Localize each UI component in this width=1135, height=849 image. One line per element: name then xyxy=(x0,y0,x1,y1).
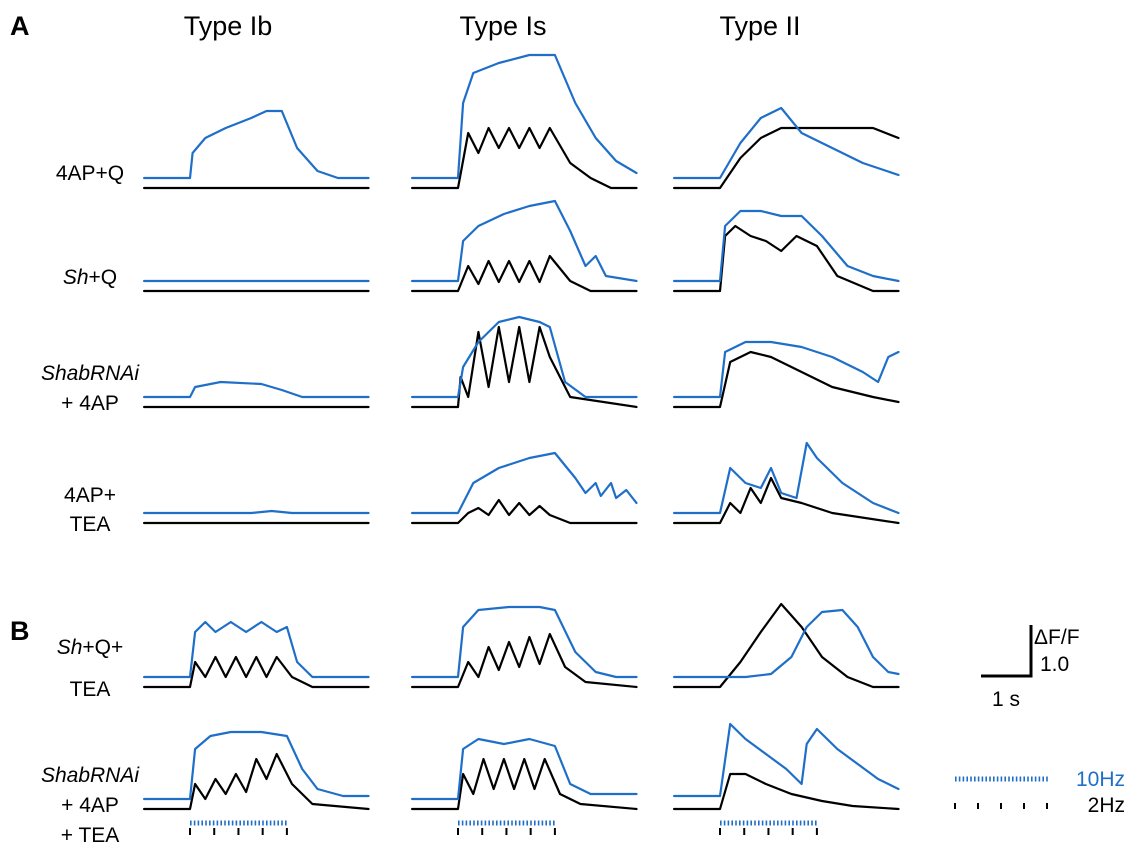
legend: 10Hz 2Hz xyxy=(954,768,1125,817)
row-label-segment: TEA xyxy=(70,513,111,536)
row-label: 4AP+Q xyxy=(56,162,124,185)
trace-10hz-r0-c0 xyxy=(143,109,370,180)
trace-2hz-r2-c1 xyxy=(411,325,638,409)
row-label-segment: +Q+ xyxy=(82,636,123,659)
column-header: Type Is xyxy=(459,11,546,41)
trace-2hz-r0-c1 xyxy=(411,126,638,190)
row-label-segment: TEA xyxy=(70,678,111,701)
column-header: Type II xyxy=(719,11,800,41)
row-label: Sh+Q xyxy=(63,266,117,289)
row-label-segment: +Q xyxy=(89,266,118,289)
trace-2hz-r4-c0 xyxy=(143,655,370,689)
trace-2hz-r0-c2 xyxy=(673,126,900,190)
row-label-segment: ShabRNAi xyxy=(41,764,140,787)
trace-10hz-r3-c0 xyxy=(143,509,370,515)
trace-2hz-r2-c2 xyxy=(673,350,900,409)
legend-label: 10Hz xyxy=(1076,768,1125,791)
trace-10hz-r3-c1 xyxy=(411,451,638,515)
row-label-segment: 4AP+Q xyxy=(56,162,124,185)
row-label: + 4AP xyxy=(61,392,119,415)
trace-10hz-r1-c2 xyxy=(673,209,900,283)
trace-10hz-r0-c1 xyxy=(411,53,638,180)
trace-10hz-r2-c0 xyxy=(143,380,370,399)
panel-letter: A xyxy=(10,11,30,41)
trace-10hz-r5-c0 xyxy=(143,730,370,801)
trace-10hz-r4-c0 xyxy=(143,620,370,679)
row-label: TEA xyxy=(70,678,111,701)
trace-10hz-r0-c2 xyxy=(673,106,900,180)
legend-label: 2Hz xyxy=(1088,794,1125,817)
row-label-segment: ShabRNAi xyxy=(41,362,140,385)
scale-bar-lines xyxy=(981,625,1033,678)
trace-10hz-r1-c1 xyxy=(411,199,638,283)
row-label-segment: 4AP+ xyxy=(64,484,116,507)
column-header: Type Ib xyxy=(184,11,273,41)
trace-10hz-r4-c2 xyxy=(673,608,900,679)
row-label-segment: + TEA xyxy=(61,824,120,847)
trace-2hz-r3-c2 xyxy=(673,476,900,525)
row-label: Sh+Q+ xyxy=(57,636,124,659)
row-label-segment: + 4AP xyxy=(61,794,119,817)
trace-10hz-r4-c1 xyxy=(411,605,638,679)
panel-letter: B xyxy=(10,616,30,646)
row-label: ShabRNAi xyxy=(41,764,140,787)
trace-2hz-r3-c1 xyxy=(411,498,638,525)
trace-2hz-r4-c1 xyxy=(411,632,638,689)
trace-10hz-r2-c1 xyxy=(411,315,638,399)
row-label: + TEA xyxy=(61,824,120,847)
trace-2hz-r5-c1 xyxy=(411,757,638,811)
row-label: 4AP+ xyxy=(64,484,116,507)
trace-10hz-r5-c1 xyxy=(411,737,638,801)
trace-2hz-r1-c1 xyxy=(411,254,638,293)
scale-bar: ΔF/F 1.0 1 s xyxy=(981,625,1080,711)
column-headers: Type Ib Type Is Type II xyxy=(184,11,801,41)
panel-letters: AB xyxy=(10,11,30,646)
scale-y-value: 1.0 xyxy=(1040,653,1069,676)
stimulus-markers xyxy=(189,820,818,835)
trace-10hz-r5-c2 xyxy=(673,722,900,798)
scale-y-label: ΔF/F xyxy=(1034,626,1080,649)
trace-2hz-r5-c0 xyxy=(143,752,370,811)
trace-10hz-r3-c2 xyxy=(673,441,900,515)
trace-10hz-r2-c2 xyxy=(673,340,900,399)
row-label: TEA xyxy=(70,513,111,536)
row-label-segment: + 4AP xyxy=(61,392,119,415)
row-label: + 4AP xyxy=(61,794,119,817)
row-label: ShabRNAi xyxy=(41,362,140,385)
row-label-segment: Sh xyxy=(63,266,89,289)
trace-2hz-r4-c2 xyxy=(673,602,900,689)
trace-2hz-r5-c2 xyxy=(673,772,900,811)
row-label-segment: Sh xyxy=(57,636,83,659)
traces xyxy=(143,53,900,811)
scale-x-label: 1 s xyxy=(992,688,1020,711)
